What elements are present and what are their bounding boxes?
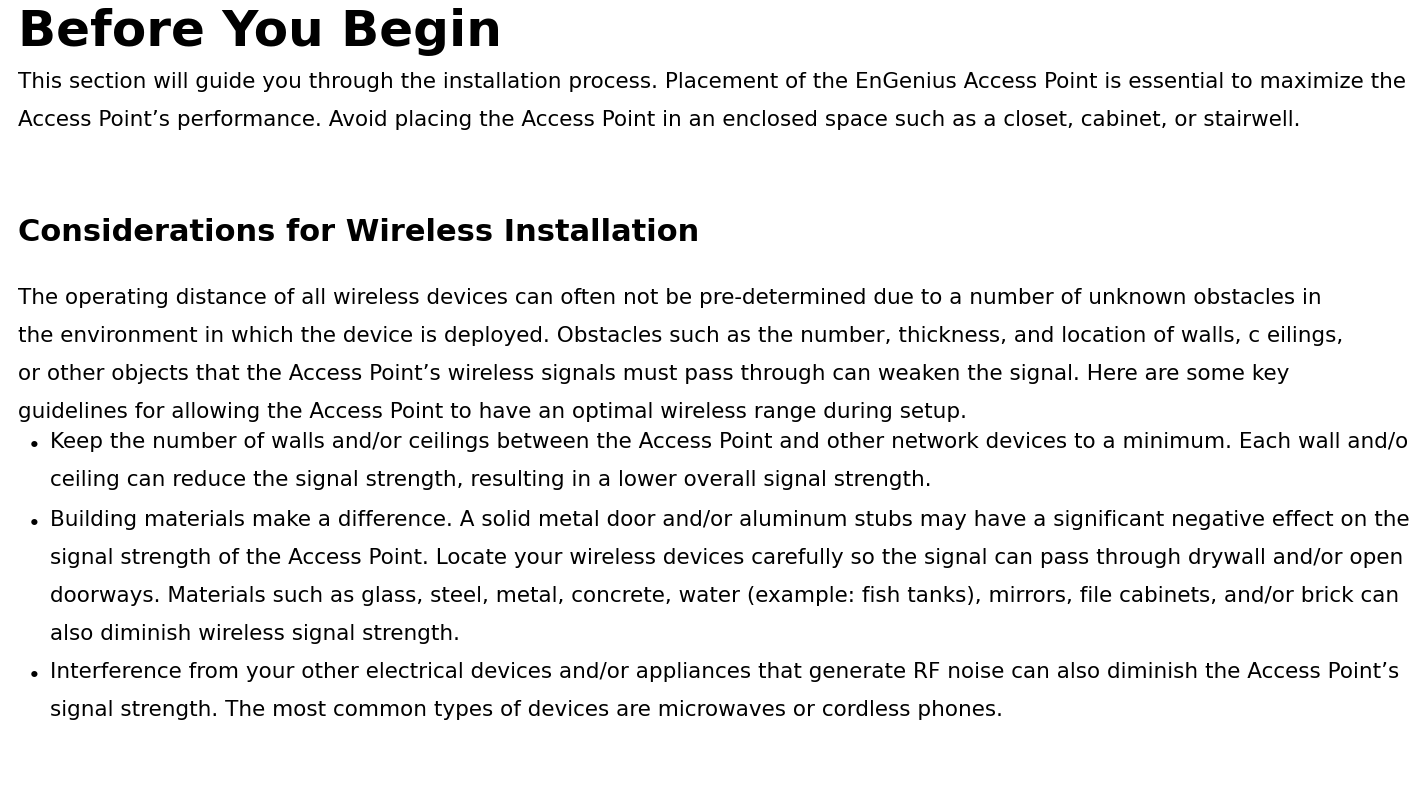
Text: The operating distance of all wireless devices can often not be pre-determined d: The operating distance of all wireless d…: [18, 288, 1322, 308]
Text: signal strength. The most common types of devices are microwaves or cordless pho: signal strength. The most common types o…: [49, 700, 1003, 720]
Text: Access Point’s performance. Avoid placing the Access Point in an enclosed space : Access Point’s performance. Avoid placin…: [18, 110, 1301, 130]
Text: guidelines for allowing the Access Point to have an optimal wireless range durin: guidelines for allowing the Access Point…: [18, 402, 967, 422]
Text: Building materials make a difference. A solid metal door and/or aluminum stubs m: Building materials make a difference. A …: [49, 510, 1409, 530]
Text: Before You Begin: Before You Begin: [18, 8, 502, 56]
Text: •: •: [28, 436, 41, 456]
Text: or other objects that the Access Point’s wireless signals must pass through can : or other objects that the Access Point’s…: [18, 364, 1289, 384]
Text: •: •: [28, 666, 41, 686]
Text: ceiling can reduce the signal strength, resulting in a lower overall signal stre: ceiling can reduce the signal strength, …: [49, 470, 931, 490]
Text: This section will guide you through the installation process. Placement of the E: This section will guide you through the …: [18, 72, 1406, 92]
Text: doorways. Materials such as glass, steel, metal, concrete, water (example: fish : doorways. Materials such as glass, steel…: [49, 586, 1399, 606]
Text: Keep the number of walls and/or ceilings between the Access Point and other netw: Keep the number of walls and/or ceilings…: [49, 432, 1409, 452]
Text: signal strength of the Access Point. Locate your wireless devices carefully so t: signal strength of the Access Point. Loc…: [49, 548, 1403, 568]
Text: Considerations for Wireless Installation: Considerations for Wireless Installation: [18, 218, 699, 247]
Text: •: •: [28, 514, 41, 534]
Text: Interference from your other electrical devices and/or appliances that generate : Interference from your other electrical …: [49, 662, 1399, 682]
Text: the environment in which the device is deployed. Obstacles such as the number, t: the environment in which the device is d…: [18, 326, 1343, 346]
Text: also diminish wireless signal strength.: also diminish wireless signal strength.: [49, 624, 459, 644]
